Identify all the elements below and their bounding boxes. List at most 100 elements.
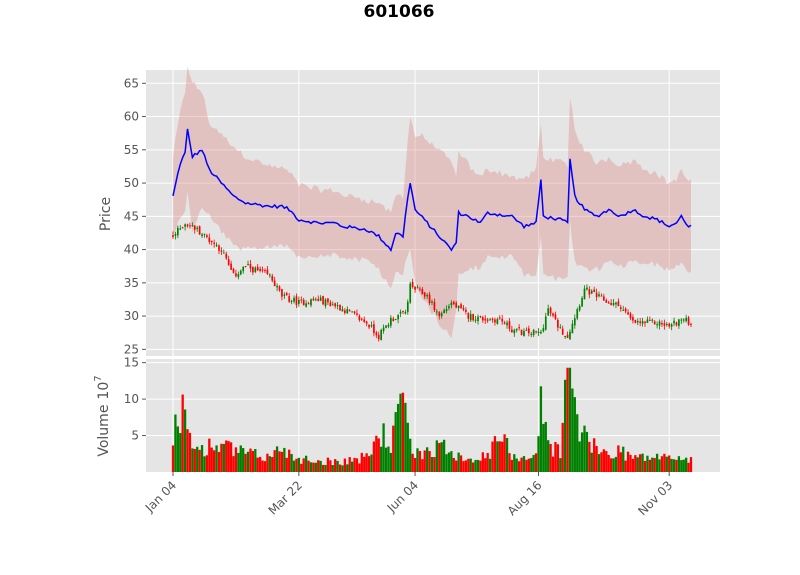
candle-body — [423, 292, 426, 297]
candle-body — [387, 324, 390, 327]
volume-bar — [445, 454, 448, 472]
volume-bar — [508, 453, 511, 472]
candle-body — [186, 224, 189, 227]
volume-bar — [527, 458, 530, 472]
volume-bar — [428, 451, 431, 472]
volume-bar — [542, 423, 545, 472]
candle-body — [295, 296, 298, 305]
volume-bar — [530, 458, 533, 472]
candle-body — [276, 285, 278, 288]
candle-body — [627, 312, 629, 315]
candle-body — [310, 299, 312, 306]
envelope-band — [173, 66, 691, 339]
volume-bar — [622, 446, 625, 472]
candle-body — [380, 329, 383, 340]
volume-bar — [573, 397, 576, 472]
candle-body — [496, 319, 499, 324]
candle-body — [632, 317, 634, 321]
volume-bar — [416, 448, 419, 472]
volume-bar — [377, 438, 380, 472]
candle-body — [450, 302, 453, 306]
volume-bar — [312, 462, 315, 472]
volume-y-tick-label: 10 — [124, 392, 139, 406]
volume-bar — [404, 402, 407, 472]
volume-y-tick-label: 15 — [124, 356, 139, 370]
volume-bar — [682, 459, 685, 472]
volume-bar — [687, 462, 690, 472]
candle-body — [537, 331, 540, 333]
moving-average-path — [172, 128, 692, 253]
volume-bar — [213, 450, 216, 472]
volume-bar — [258, 456, 262, 472]
volume-bar — [423, 450, 426, 472]
volume-bar — [520, 457, 523, 472]
volume-bar — [341, 465, 344, 472]
volume-bar — [324, 464, 327, 472]
candle-body — [215, 244, 218, 246]
volume-bar — [467, 458, 470, 472]
candle-body — [230, 263, 232, 270]
candle-body — [206, 235, 208, 237]
candle-body — [302, 299, 305, 306]
volume-bar — [288, 449, 291, 472]
price-y-tick-label: 30 — [124, 309, 139, 323]
candle-body — [586, 287, 588, 290]
volume-bar — [261, 460, 264, 472]
candle-body — [271, 275, 274, 281]
candle-body — [448, 306, 450, 309]
volume-bar — [302, 458, 305, 472]
volume-bar — [476, 459, 480, 472]
candle-body — [477, 316, 479, 322]
candle-body — [440, 313, 443, 317]
candle-body — [370, 325, 373, 327]
volume-bar — [655, 453, 659, 472]
volume-bar — [399, 393, 402, 472]
volume-bar — [321, 464, 325, 472]
candle-body — [617, 301, 620, 307]
volume-bar — [554, 441, 557, 472]
candle-body — [445, 309, 448, 312]
candle-body — [203, 233, 206, 235]
volume-bar — [670, 458, 673, 472]
volume-bar — [365, 453, 368, 472]
candle-body — [561, 328, 564, 335]
volume-bar — [353, 457, 356, 472]
candle-body — [479, 316, 482, 318]
volume-bar — [680, 460, 683, 472]
volume-label-exponent: 7 — [93, 375, 104, 381]
candle-body — [491, 318, 494, 320]
candle-body — [636, 321, 639, 323]
volume-bar — [421, 459, 424, 472]
candle-body — [523, 330, 525, 337]
candle-body — [375, 332, 378, 336]
volume-bar — [295, 458, 298, 472]
volume-bar — [360, 452, 363, 472]
candle-body — [385, 325, 387, 328]
candle-body — [552, 313, 554, 316]
volume-bar — [547, 440, 550, 472]
volume-bar — [343, 458, 347, 472]
volume-bar — [663, 453, 666, 472]
candle-body — [593, 289, 596, 292]
volume-bar — [433, 457, 436, 472]
candle-body — [678, 319, 680, 326]
volume-bar — [537, 436, 540, 472]
volume-bar — [532, 454, 535, 472]
volume-bar — [307, 460, 310, 472]
volume-bar — [220, 443, 223, 472]
volume-bar — [455, 460, 458, 472]
volume-bar — [363, 456, 366, 472]
volume-bar — [285, 457, 288, 472]
volume-bar — [329, 460, 332, 472]
candle-body — [639, 321, 642, 324]
candle-body — [603, 296, 605, 301]
volume-bar — [317, 460, 320, 472]
volume-bar — [501, 441, 504, 472]
candle-body — [661, 322, 663, 325]
volume-bar — [183, 409, 187, 472]
volume-bar — [556, 444, 560, 472]
candle-body — [256, 266, 259, 271]
candle-body — [564, 336, 566, 338]
volume-bar — [522, 456, 526, 472]
candle-body — [469, 314, 472, 321]
